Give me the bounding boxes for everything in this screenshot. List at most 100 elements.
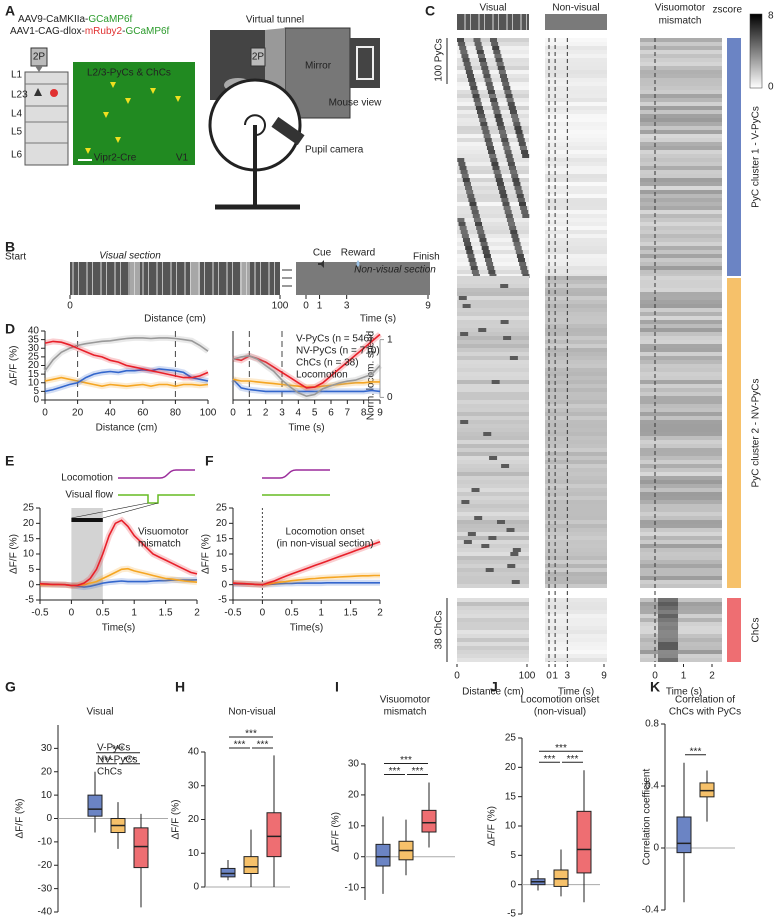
- heatmap-row: [640, 250, 722, 254]
- heatmap-row: [640, 508, 722, 512]
- objective: [250, 47, 266, 67]
- heatmap-peak: [478, 234, 486, 238]
- heatmap-row: [640, 304, 722, 308]
- heatmap-peak: [482, 250, 490, 254]
- heatmap-row: [640, 472, 722, 476]
- heatmap-row: [545, 340, 607, 344]
- y-tick-label: -20: [38, 860, 53, 871]
- heatmap-row: [457, 626, 529, 630]
- heatmap-row: [545, 206, 607, 210]
- heatmap-peak: [498, 70, 506, 74]
- heatmap-peak: [484, 138, 492, 142]
- heatmap-row: [640, 46, 722, 50]
- cluster-bar: [727, 598, 741, 662]
- heatmap-peak: [457, 38, 464, 42]
- image-label: V1: [176, 153, 189, 164]
- heatmap-row: [640, 504, 722, 508]
- x-tick-label: 0: [260, 608, 266, 619]
- heatmap-row: [640, 150, 722, 154]
- heatmap-row: [457, 634, 529, 638]
- heatmap-row: [545, 420, 607, 424]
- series-line: [44, 340, 209, 379]
- heatmap-row: [545, 118, 607, 122]
- significance-label: ***: [690, 746, 702, 757]
- heatmap-row: [640, 270, 722, 274]
- heatmap-peak: [498, 186, 506, 190]
- heatmap-row: [457, 210, 529, 214]
- heatmap-row: [545, 320, 607, 324]
- heatmap-row: [640, 368, 722, 372]
- heatmap-row: [640, 372, 722, 376]
- series-line: [44, 376, 209, 388]
- y-axis-label: ΔF/F (%): [9, 534, 20, 574]
- heatmap-row: [640, 142, 722, 146]
- heatmap-peak: [475, 106, 483, 110]
- x-tick-label: 1: [318, 608, 324, 619]
- colorbar: [749, 13, 763, 89]
- panel-letter: G: [5, 679, 16, 695]
- heatmap-row: [640, 602, 722, 606]
- heatmap-row: [545, 226, 607, 230]
- x-tick-label: 2: [377, 608, 383, 619]
- heatmap-row: [545, 238, 607, 242]
- heatmap-row: [545, 630, 607, 634]
- cluster-bar: [727, 278, 741, 588]
- heatmap-row: [545, 276, 607, 280]
- heatmap-row: [640, 106, 722, 110]
- heatmap-peak: [471, 488, 480, 492]
- heatmap-row: [457, 284, 529, 288]
- heatmap-row: [457, 544, 529, 548]
- chart-title: mismatch: [384, 707, 427, 718]
- heatmap-peak: [459, 226, 467, 230]
- heatmap-row: [545, 170, 607, 174]
- heatmap-row: [640, 626, 722, 630]
- heatmap-row: [457, 66, 529, 70]
- y-tick-label: -0.4: [642, 905, 660, 916]
- heatmap-row: [457, 560, 529, 564]
- heatmap-title: Visuomotor: [655, 3, 706, 14]
- heatmap-row: [457, 178, 529, 182]
- heatmap-row: [457, 400, 529, 404]
- heatmap-row: [640, 356, 722, 360]
- cluster-label: ChCs: [751, 617, 762, 642]
- heatmap-peak: [503, 336, 512, 340]
- heatmap-peak: [467, 194, 475, 198]
- panel-letter: J: [490, 679, 498, 695]
- heatmap-peak: [483, 74, 491, 78]
- heatmap-row: [640, 254, 722, 258]
- y-tick-label: 5: [33, 386, 39, 397]
- heatmap-peak: [468, 258, 476, 262]
- significance-label: ***: [112, 744, 124, 755]
- heatmap-row: [640, 340, 722, 344]
- heatmap-row: [640, 312, 722, 316]
- y-tick-label: 10: [505, 821, 517, 832]
- heatmap-row: [545, 246, 607, 250]
- panel-a-schematic: [24, 27, 380, 210]
- heatmap-row: [457, 376, 529, 380]
- heatmap-row: [457, 528, 529, 532]
- heatmap-row: [640, 162, 722, 166]
- tick-label: 0: [303, 301, 309, 312]
- x-tick-label: 80: [170, 408, 182, 419]
- camera-label: Pupil camera: [305, 145, 364, 156]
- heatmap-row: [545, 618, 607, 622]
- heatmap-row: [457, 448, 529, 452]
- x-tick-label: -0.5: [31, 608, 49, 619]
- heatmap-row: [545, 654, 607, 658]
- heatmap-peak: [484, 78, 492, 82]
- heatmap-row: [545, 90, 607, 94]
- heatmap-row: [457, 638, 529, 642]
- heatmap-row: [640, 50, 722, 54]
- x-tick-label: 40: [105, 408, 117, 419]
- scope-label: 2P: [252, 52, 265, 63]
- chart-title: Visual: [86, 707, 113, 718]
- x-tick-label: -0.5: [224, 608, 242, 619]
- y-tick-label: 5: [510, 850, 516, 861]
- heatmap-row: [640, 230, 722, 234]
- heatmap-row: [545, 548, 607, 552]
- heatmap-row: [640, 416, 722, 420]
- tick-label: 0: [67, 301, 73, 312]
- heatmap-row: [545, 280, 607, 284]
- heatmap-row: [640, 556, 722, 560]
- heatmap-row: [545, 372, 607, 376]
